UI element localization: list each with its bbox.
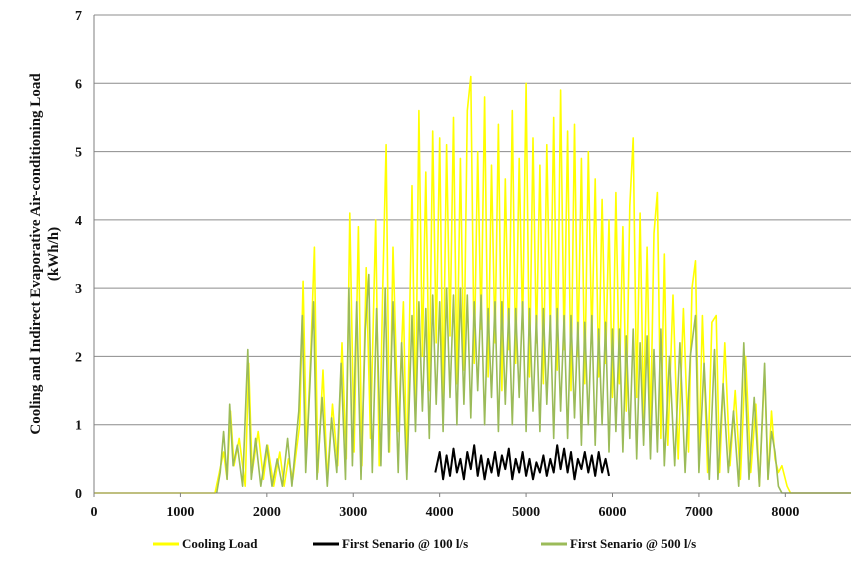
y-tick-label: 4: [75, 214, 82, 229]
y-tick-label: 0: [75, 487, 82, 502]
y-tick-label: 5: [75, 146, 82, 161]
axes: [93, 15, 851, 494]
tick-labels: 0 1 2 3 4 5 6 7 0 1000 2000 3000 4000 5000 6000 7000 800…: [75, 9, 799, 520]
y-axis-title-group: Cooling and Indirect Evaporative Air-con…: [28, 73, 62, 435]
y-axis-unit: (kWh/h): [46, 227, 62, 281]
y-tick-label: 1: [75, 419, 82, 434]
x-tick-label: 3000: [339, 505, 367, 520]
x-tick-label: 2000: [253, 505, 281, 520]
legend-label-1: Cooling Load: [182, 536, 258, 551]
y-tick-label: 6: [75, 77, 82, 92]
x-tick-label: 1000: [166, 505, 194, 520]
legend-label-3: First Senario @ 500 l/s: [570, 536, 696, 551]
x-tick-label: 5000: [512, 505, 540, 520]
gridlines: [94, 14, 851, 426]
x-tick-label: 6000: [598, 505, 626, 520]
x-tick-label: 7000: [685, 505, 713, 520]
x-tick-label: 8000: [771, 505, 799, 520]
series-line-3: [215, 273, 851, 494]
y-tick-label: 2: [75, 350, 82, 365]
series-line-1: [94, 75, 851, 494]
y-axis-title: Cooling and Indirect Evaporative Air-con…: [28, 73, 44, 435]
legend-label-2: First Senario @ 100 l/s: [342, 536, 468, 551]
y-tick-label: 3: [75, 282, 82, 297]
y-tick-label: 7: [75, 9, 82, 24]
series-line-2: [434, 444, 610, 481]
legend: Cooling Load First Senario @ 100 l/s First…: [153, 536, 696, 551]
x-tick-label: 0: [91, 505, 98, 520]
series-layer: [94, 75, 851, 494]
x-tick-label: 4000: [426, 505, 454, 520]
